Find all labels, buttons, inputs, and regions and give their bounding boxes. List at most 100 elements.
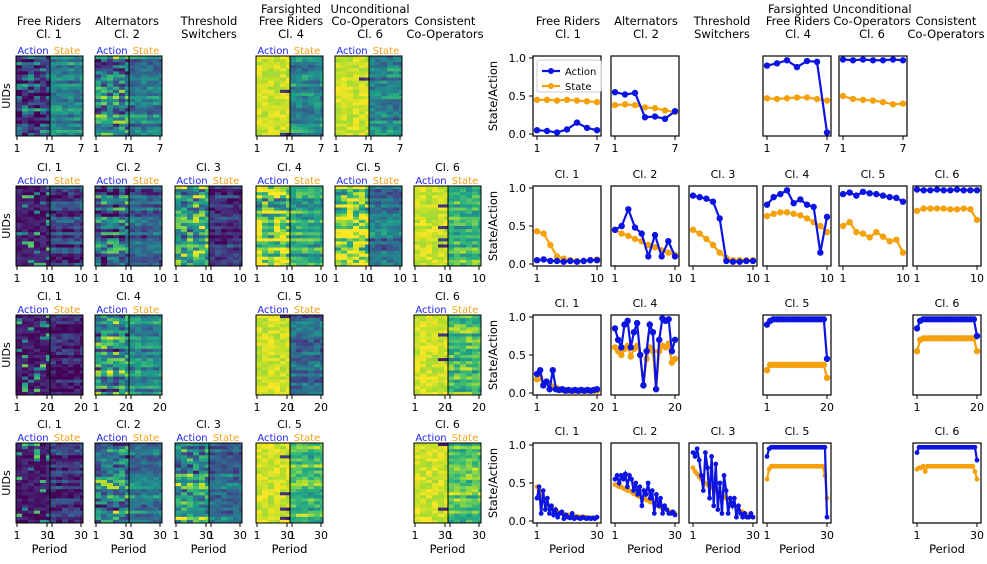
heatmap-cell bbox=[302, 74, 309, 78]
heatmap-cell bbox=[414, 195, 421, 199]
heatmap-cell bbox=[426, 342, 433, 347]
heatmap-cell bbox=[16, 324, 23, 328]
action-label: Action bbox=[17, 46, 48, 57]
heatmap-cell bbox=[472, 204, 479, 208]
heatmap-cell bbox=[268, 348, 275, 353]
heatmap-cell bbox=[438, 259, 445, 264]
heatmap-cell bbox=[359, 241, 366, 245]
heatmap-cell bbox=[107, 262, 114, 267]
heatmap-cell bbox=[95, 68, 102, 72]
heatmap-cell bbox=[262, 244, 269, 248]
heatmap-cell bbox=[369, 120, 376, 125]
heatmap-cell bbox=[34, 83, 41, 88]
heatmap-cell bbox=[308, 99, 315, 103]
heatmap-cell bbox=[308, 253, 315, 258]
heatmap-cell bbox=[290, 339, 297, 344]
heatmap-cell bbox=[193, 244, 200, 248]
heatmap-cell bbox=[233, 244, 240, 248]
heatmap-cell bbox=[414, 333, 421, 337]
heatmap-cell bbox=[399, 111, 403, 115]
heatmap-cell bbox=[393, 259, 400, 264]
heatmap-cell bbox=[28, 446, 35, 450]
heatmap-cell bbox=[95, 129, 102, 134]
heatmap-cell bbox=[129, 327, 136, 331]
heatmap-cell bbox=[472, 232, 479, 236]
heatmap-cell bbox=[113, 364, 120, 368]
heatmap-cell bbox=[359, 259, 366, 264]
heatmap-cell bbox=[262, 391, 269, 396]
heatmap-cell bbox=[153, 186, 160, 190]
heatmap-cell bbox=[129, 62, 136, 66]
heatmap-cell bbox=[113, 62, 120, 66]
heatmap-cell bbox=[101, 213, 108, 218]
heatmap-cell bbox=[347, 222, 354, 227]
heatmap-cell bbox=[438, 210, 445, 215]
heatmap-cell bbox=[46, 210, 51, 215]
heatmap-cell bbox=[34, 489, 41, 493]
heatmap-cell bbox=[426, 324, 433, 328]
heatmap-cell bbox=[215, 216, 222, 221]
heatmap-cell bbox=[46, 186, 51, 190]
heatmap-cell bbox=[432, 391, 439, 396]
heatmap-cell bbox=[290, 186, 297, 190]
heatmap-cell bbox=[286, 367, 291, 371]
heatmap-cell bbox=[414, 367, 421, 371]
heatmap-cell bbox=[34, 253, 41, 258]
heatmap-cell bbox=[125, 348, 130, 353]
heatmap-cell bbox=[274, 241, 281, 245]
heatmap-cell bbox=[28, 232, 35, 236]
heatmap-cell bbox=[68, 96, 75, 100]
heatmap-cell bbox=[308, 348, 315, 353]
heatmap-cell bbox=[22, 498, 29, 502]
line-column-header: Farsighted bbox=[768, 2, 828, 16]
heatmap-cell bbox=[125, 256, 130, 261]
heatmap-cell bbox=[119, 321, 126, 325]
heatmap-cell bbox=[353, 105, 360, 109]
heatmap-cell bbox=[34, 229, 41, 233]
heatmap-cell bbox=[101, 56, 108, 60]
heatmap-cell bbox=[101, 123, 108, 128]
heatmap-cell bbox=[381, 222, 388, 227]
heatmap-cell bbox=[256, 207, 263, 212]
heatmap-cell bbox=[141, 238, 148, 242]
heatmap-cell bbox=[147, 96, 154, 100]
heatmap-cell bbox=[432, 250, 439, 255]
heatmap-cell bbox=[341, 117, 348, 122]
heatmap-cell bbox=[46, 458, 51, 462]
heatmap-cell bbox=[302, 330, 309, 334]
heatmap-cell bbox=[209, 253, 216, 258]
heatmap-cell bbox=[353, 102, 360, 106]
heatmap-cell bbox=[365, 256, 370, 261]
heatmap-cell bbox=[22, 250, 29, 255]
heatmap-cell bbox=[159, 351, 163, 356]
heatmap-cell bbox=[399, 195, 403, 199]
heatmap-cell bbox=[365, 253, 370, 258]
heatmap-cell bbox=[135, 256, 142, 261]
heatmap-cell bbox=[426, 364, 433, 368]
heatmap-cell bbox=[62, 207, 69, 212]
heatmap-cell bbox=[40, 102, 47, 106]
heatmap-cell bbox=[353, 56, 360, 60]
heatmap-cell bbox=[268, 232, 275, 236]
heatmap-cell bbox=[221, 226, 228, 230]
action-label: Action bbox=[336, 46, 367, 57]
heatmap-cell bbox=[74, 216, 81, 221]
heatmap-cell bbox=[119, 449, 126, 453]
heatmap-cell bbox=[296, 210, 303, 215]
heatmap-cell bbox=[16, 232, 23, 236]
heatmap-cell bbox=[153, 120, 160, 125]
heatmap-cell bbox=[95, 327, 102, 331]
heatmap-cell bbox=[221, 204, 228, 208]
heatmap-cell bbox=[193, 204, 200, 208]
heatmap-cell bbox=[341, 247, 348, 252]
heatmap-cell bbox=[95, 186, 102, 190]
heatmap-cell bbox=[308, 71, 315, 75]
heatmap-x-tick-label: 1 bbox=[49, 272, 56, 285]
heatmap-cell bbox=[320, 256, 324, 261]
heatmap-cell bbox=[426, 192, 433, 196]
heatmap-cell bbox=[34, 458, 41, 462]
heatmap-cell bbox=[22, 56, 29, 60]
heatmap-cell bbox=[125, 446, 130, 450]
heatmap-cell bbox=[472, 253, 479, 258]
heatmap-cell bbox=[181, 186, 188, 190]
